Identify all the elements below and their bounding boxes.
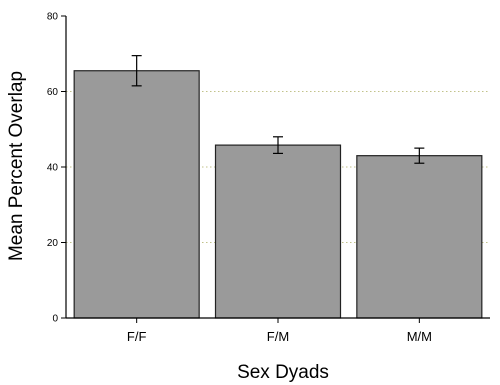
- bar: [73, 70, 200, 319]
- y-tick-label: 60: [47, 87, 59, 98]
- x-tick-label: M/M: [407, 329, 432, 344]
- error-bars: [131, 55, 425, 164]
- y-tick-labels: 0 20 40 60 80: [47, 12, 59, 325]
- y-tick-label: 0: [52, 314, 58, 325]
- y-tick-label: 20: [47, 238, 59, 249]
- bars: [73, 70, 483, 319]
- bar: [214, 144, 342, 319]
- y-axis-title: Mean Percent Overlap: [6, 71, 27, 261]
- y-tick-label: 80: [47, 12, 59, 23]
- x-axis-title: Sex Dyads: [237, 362, 329, 383]
- x-tick-label: F/F: [127, 329, 147, 344]
- y-tick-label: 40: [47, 163, 59, 174]
- x-tick-label: F/M: [267, 329, 289, 344]
- x-tick-labels: F/F F/M M/M: [127, 318, 432, 344]
- bar: [356, 155, 483, 319]
